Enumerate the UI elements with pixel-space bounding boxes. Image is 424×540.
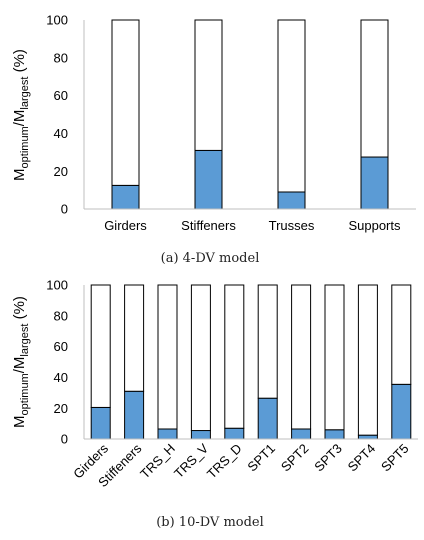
x-tick-label: SPT1 [244, 441, 278, 475]
bar-spt3-fill [324, 429, 345, 440]
bar-spt5-fill [391, 383, 412, 440]
bar-supports-remainder [360, 19, 389, 158]
y-tick-label: 20 [54, 164, 68, 179]
y-tick-label: 80 [54, 308, 68, 323]
chart-4dv-model: Girders Stiffeners Trusses Supports 0 20 40 60 8… [11, 13, 416, 266]
bar-trs-d-fill [224, 427, 245, 440]
bar-stiffeners-remainder [124, 284, 145, 392]
bar-girders-fill [111, 184, 140, 210]
bar-supports-fill [360, 156, 389, 210]
x-tick-label: Girders [104, 218, 147, 233]
bar-spt4-fill [357, 434, 378, 440]
x-tick-label: SPT3 [311, 441, 345, 475]
bar-trs-v-fill [190, 430, 211, 440]
x-tick-label: TRS_H [137, 441, 178, 482]
bar-spt5-remainder [391, 284, 412, 385]
y-tick-label: 40 [54, 126, 68, 141]
y-tick-label: 60 [54, 88, 68, 103]
x-tick-label: Supports [348, 218, 401, 233]
x-tick-label: SPT2 [278, 441, 312, 475]
x-tick-label: Trusses [269, 218, 315, 233]
y-tick-label: 100 [46, 13, 68, 28]
bar-trusses-remainder [277, 19, 306, 193]
y-tick-label: 60 [54, 339, 68, 354]
bar-spt1-remainder [257, 284, 278, 399]
bar-trs-d-remainder [224, 284, 245, 429]
bar-girders-remainder [111, 19, 140, 186]
bar-trs-h-remainder [157, 284, 178, 430]
bar-stiffeners-fill [124, 390, 145, 440]
bar-trusses-fill [277, 191, 306, 210]
chart-caption: (b) 10-DV model [156, 515, 264, 530]
bar-spt2-fill [291, 428, 312, 440]
x-tick-label: SPT5 [378, 441, 412, 475]
y-tick-label: 80 [54, 50, 68, 65]
y-tick-label: 20 [54, 401, 68, 416]
x-tick-label: TRS_D [204, 441, 245, 482]
bar-spt2-remainder [291, 284, 312, 430]
y-tick-label: 0 [61, 432, 68, 447]
bar-stiffeners-remainder [194, 19, 223, 151]
bar-stiffeners-fill [194, 149, 223, 210]
x-tick-label: Stiffeners [181, 218, 236, 233]
bar-spt3-remainder [324, 284, 345, 431]
bar-spt1-fill [257, 397, 278, 440]
bar-trs-v-remainder [190, 284, 211, 432]
x-tick-label: SPT4 [345, 441, 379, 475]
bar-girders-remainder [90, 284, 111, 408]
y-tick-label: 100 [46, 278, 68, 293]
y-tick-label: 0 [61, 202, 68, 217]
bar-spt4-remainder [357, 284, 378, 436]
y-axis-label: Moptimum/Mlargest (%) [11, 296, 31, 428]
bar-girders-fill [90, 406, 111, 440]
x-tick-label: TRS_V [171, 441, 211, 481]
bar-trs-h-fill [157, 428, 178, 440]
y-tick-label: 40 [54, 370, 68, 385]
chart-caption: (a) 4-DV model [161, 251, 260, 266]
y-axis-label: Moptimum/Mlargest (%) [11, 49, 31, 181]
